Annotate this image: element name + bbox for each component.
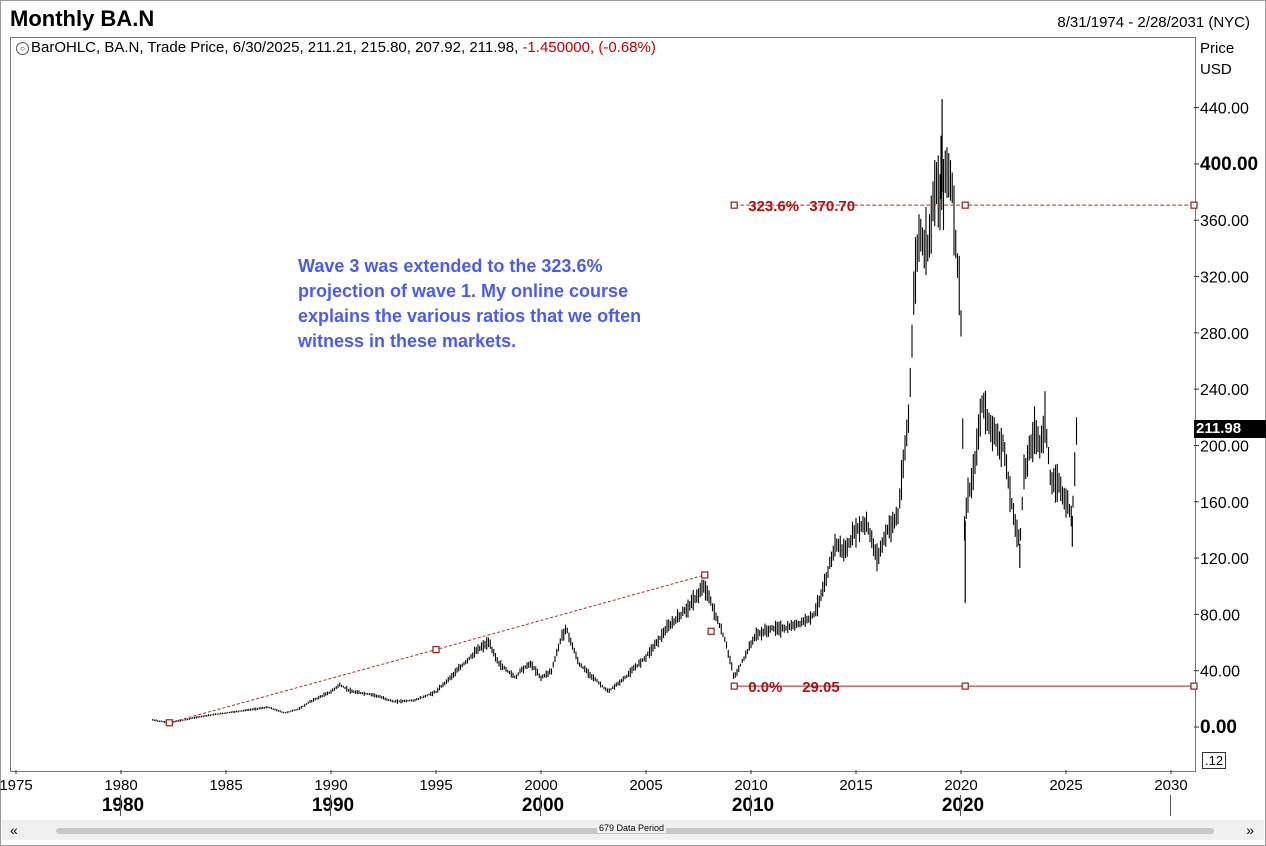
series-settings-icon[interactable]: ○: [16, 42, 29, 55]
y-axis-unit: Price USD: [1200, 38, 1234, 80]
y-tick-label: 360.00: [1200, 213, 1249, 230]
x-tick-label: 1980: [104, 777, 137, 794]
x-tick-label: 2005: [629, 777, 662, 794]
annotation-line: explains the various ratios that we ofte…: [298, 306, 642, 326]
trendline-anchor: [432, 645, 440, 654]
x-tick-label: 1975: [0, 777, 33, 794]
legend: ○ BarOHLC, BA.N, Trade Price, 6/30/2025, …: [16, 39, 656, 56]
fib-anchor: [1190, 682, 1198, 690]
fib-anchor: [730, 201, 738, 209]
y-tick-label: 320.00: [1200, 270, 1249, 287]
y-tick-label: 400.00: [1200, 154, 1258, 175]
annotation-line: Wave 3 was extended to the 323.6%: [298, 256, 603, 276]
y-tick-label: 40.00: [1200, 664, 1240, 681]
trendline-anchor: [165, 719, 173, 727]
last-price-label: 211.98: [1194, 420, 1266, 438]
x-tick-label: 1985: [209, 777, 242, 794]
fib-anchor: [1190, 201, 1198, 209]
x-decade-label: 1990: [312, 795, 354, 816]
y-axis-unit-price: Price: [1200, 40, 1235, 57]
fib-anchor: [730, 682, 738, 690]
y-tick-label: 240.00: [1200, 382, 1249, 399]
x-decade-label: 2020: [942, 795, 984, 816]
x-tick-label: 2010: [734, 777, 767, 794]
legend-change: -1.450000, (-0.68%): [522, 39, 656, 56]
y-tick-label: 160.00: [1200, 495, 1249, 512]
x-tick-label: 2020: [944, 777, 977, 794]
scrollbar[interactable]: « 679 Data Period »: [2, 820, 1264, 840]
trendline-anchor: [701, 571, 709, 579]
x-tick-label: 1995: [419, 777, 452, 794]
trendline-anchor: [707, 627, 715, 635]
y-tick-label: 200.00: [1200, 438, 1249, 455]
scroll-left-icon[interactable]: «: [10, 822, 18, 838]
y-tick-label: 280.00: [1200, 326, 1249, 343]
y-tick-label: 0.00: [1200, 717, 1237, 738]
fib-level-percent: 323.6%: [748, 198, 799, 215]
x-decade-label: 2000: [522, 795, 564, 816]
fib-level-value: 370.70: [809, 198, 855, 215]
legend-text: BarOHLC, BA.N, Trade Price, 6/30/2025, 2…: [31, 39, 519, 56]
x-tick-label: 2025: [1049, 777, 1082, 794]
fib-anchor: [961, 682, 969, 690]
scale-box[interactable]: .12: [1202, 752, 1227, 769]
annotation-text: Wave 3 was extended to the 323.6% projec…: [298, 254, 698, 354]
x-decade-label: 1980: [102, 795, 144, 816]
plot-area[interactable]: [10, 37, 1196, 772]
data-period-label: 679 Data Period: [597, 823, 667, 833]
annotation-line: projection of wave 1. My online course: [298, 281, 629, 301]
y-tick-label: 120.00: [1200, 551, 1249, 568]
x-tick-label: 2030: [1154, 777, 1187, 794]
y-tick-label: 440.00: [1200, 101, 1249, 118]
chart-title: Monthly BA.N: [10, 6, 155, 31]
y-axis-unit-currency: USD: [1200, 61, 1232, 78]
fib-anchor: [961, 201, 969, 209]
x-tick-label: 2015: [839, 777, 872, 794]
x-tick-label: 1990: [314, 777, 347, 794]
annotation-line: witness in these markets.: [298, 331, 517, 351]
x-tick-label: 2000: [524, 777, 557, 794]
scroll-right-icon[interactable]: »: [1246, 822, 1254, 838]
x-decade-label: 2010: [732, 795, 774, 816]
fib-level-percent: 0.0%: [748, 679, 782, 696]
fib-level-value: 29.05: [802, 679, 840, 696]
date-range: 8/31/1974 - 2/28/2031 (NYC): [1057, 14, 1250, 31]
y-tick-label: 80.00: [1200, 607, 1240, 624]
